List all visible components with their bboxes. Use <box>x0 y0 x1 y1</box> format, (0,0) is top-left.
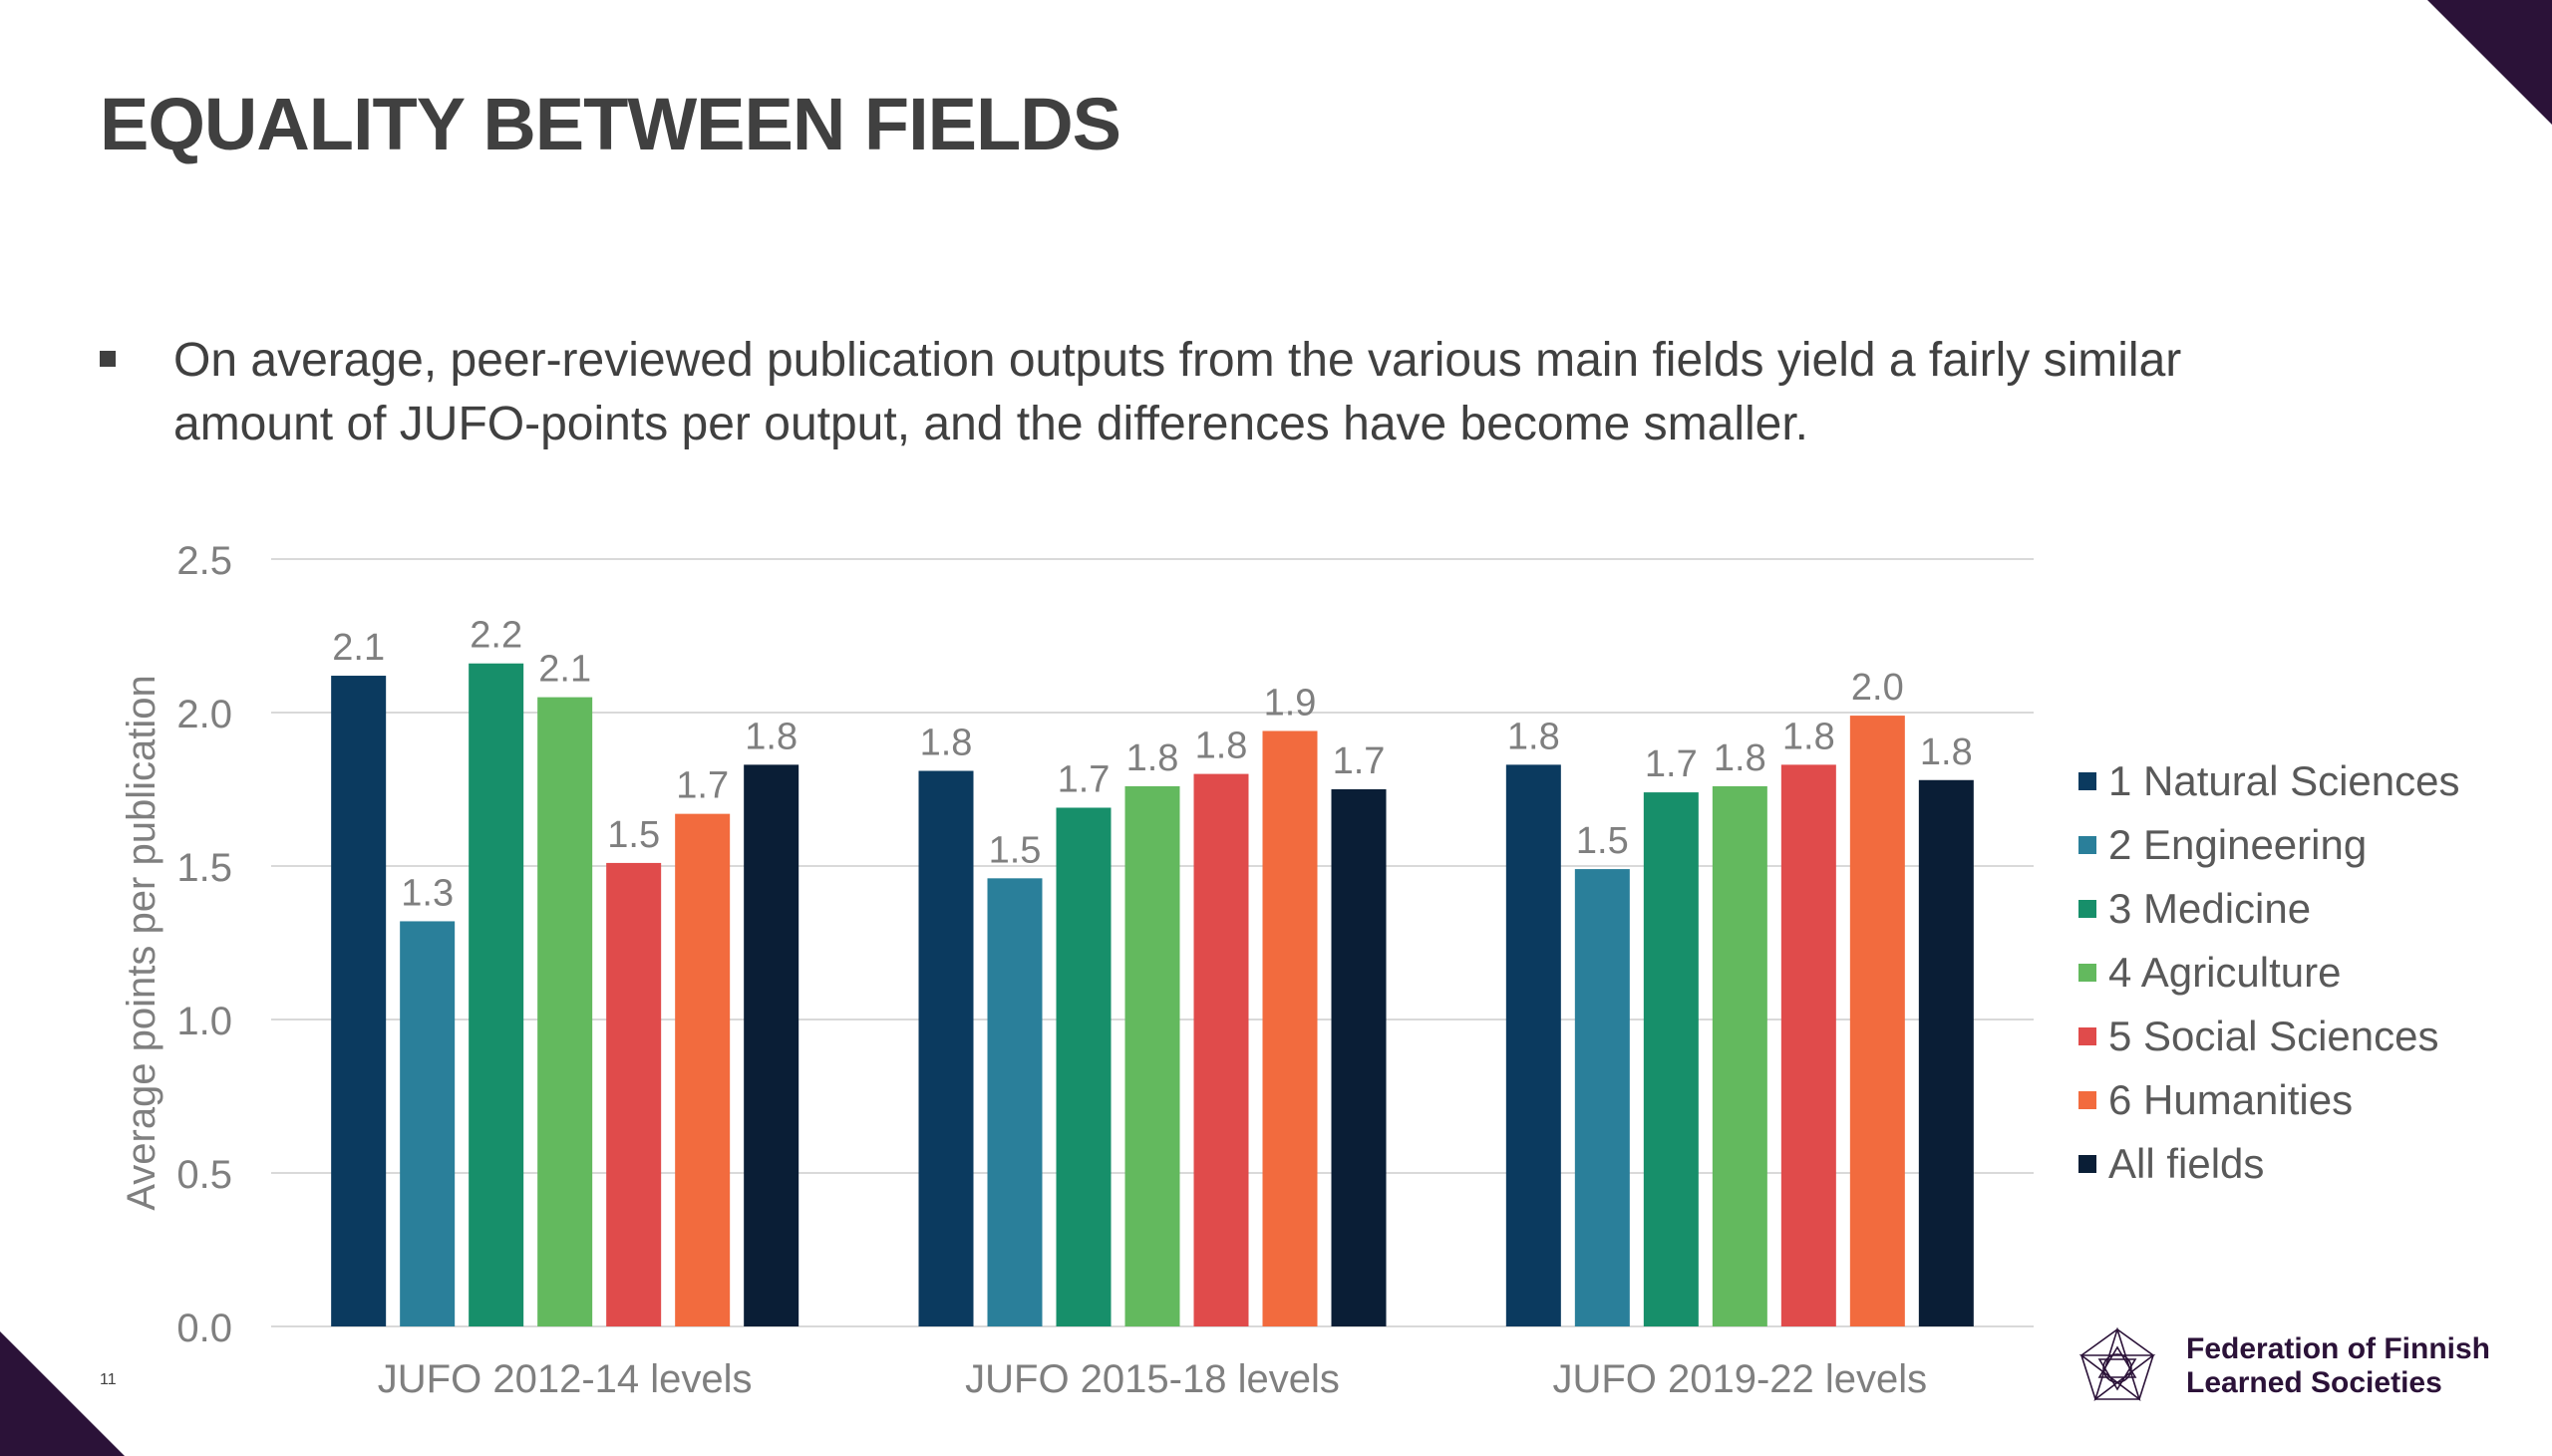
data-label: 1.8 <box>920 723 973 764</box>
y-tick-label: 1.0 <box>176 1000 232 1043</box>
bar <box>606 862 662 1326</box>
slide-number: 11 <box>100 1371 117 1388</box>
logo-line-1: Federation of Finnish <box>2186 1332 2490 1365</box>
legend-swatch <box>2078 900 2096 918</box>
legend-item: 6 Humanities <box>2078 1068 2460 1132</box>
bar <box>744 764 799 1326</box>
data-label: 2.2 <box>470 615 522 657</box>
legend-swatch <box>2078 836 2096 854</box>
data-label: 2.1 <box>332 627 385 669</box>
y-axis-title: Average points per publication <box>120 675 163 1210</box>
bar <box>400 921 456 1326</box>
bar <box>1918 779 1974 1326</box>
legend-item: 2 Engineering <box>2078 813 2460 877</box>
chart-legend: 1 Natural Sciences 2 Engineering 3 Medicin… <box>2078 749 2460 1196</box>
data-label: 2.0 <box>1851 667 1904 709</box>
bar <box>675 813 731 1326</box>
data-label: 1.5 <box>1576 820 1629 862</box>
legend-swatch <box>2078 1155 2096 1173</box>
data-label: 1.7 <box>1058 758 1111 800</box>
bar <box>1193 773 1249 1326</box>
bar <box>537 697 593 1326</box>
star-polygon-logo-icon <box>2078 1327 2156 1402</box>
bar <box>1505 764 1561 1326</box>
bar <box>331 676 387 1326</box>
bar <box>918 770 974 1326</box>
bar <box>1056 807 1112 1326</box>
data-label: 1.8 <box>1507 716 1560 757</box>
legend-item: All fields <box>2078 1132 2460 1196</box>
legend-swatch <box>2078 964 2096 982</box>
data-label: 1.7 <box>676 765 729 807</box>
legend-label: 2 Engineering <box>2108 821 2368 868</box>
x-category-label: JUFO 2015-18 levels <box>965 1357 1340 1401</box>
bar <box>1849 716 1905 1326</box>
legend-swatch <box>2078 1091 2096 1109</box>
legend-label: 5 Social Sciences <box>2108 1013 2439 1059</box>
legend-label: 3 Medicine <box>2108 885 2312 932</box>
legend-item: 3 Medicine <box>2078 877 2460 941</box>
data-label: 1.9 <box>1264 682 1317 724</box>
square-bullet-icon <box>100 351 116 367</box>
y-tick-label: 2.5 <box>176 539 232 583</box>
y-tick-label: 2.0 <box>176 693 232 736</box>
data-label: 1.8 <box>1126 737 1179 779</box>
legend-label: All fields <box>2108 1140 2265 1187</box>
data-label: 1.8 <box>1714 737 1766 779</box>
bar <box>1124 785 1180 1326</box>
legend-swatch <box>2078 772 2096 790</box>
data-label: 1.3 <box>401 872 454 914</box>
data-label: 1.5 <box>989 829 1042 871</box>
bar <box>1712 785 1767 1326</box>
data-label: 1.5 <box>607 814 660 856</box>
bar <box>987 878 1043 1326</box>
legend-label: 1 Natural Sciences <box>2108 757 2460 804</box>
bar <box>1780 764 1836 1326</box>
bar <box>1574 869 1630 1326</box>
legend-label: 6 Humanities <box>2108 1076 2354 1123</box>
logo-line-2: Learned Societies <box>2186 1366 2442 1399</box>
data-label: 1.8 <box>745 716 798 757</box>
legend-item: 1 Natural Sciences <box>2078 749 2460 813</box>
legend-item: 4 Agriculture <box>2078 941 2460 1005</box>
data-label: 2.1 <box>538 649 591 691</box>
data-label: 1.8 <box>1920 731 1973 773</box>
legend-swatch <box>2078 1027 2096 1045</box>
bar <box>469 663 524 1326</box>
data-label: 1.7 <box>1645 743 1698 785</box>
slide-title: EQUALITY BETWEEN FIELDS <box>100 83 1121 165</box>
legend-label: 4 Agriculture <box>2108 949 2342 996</box>
logo-text: Federation of Finnish Learned Societies <box>2186 1332 2490 1400</box>
y-tick-label: 0.5 <box>176 1153 232 1197</box>
x-category-label: JUFO 2012-14 levels <box>378 1357 753 1401</box>
bar <box>1643 792 1699 1326</box>
legend-item: 5 Social Sciences <box>2078 1005 2460 1068</box>
y-tick-label: 0.0 <box>176 1307 232 1350</box>
federation-logo: Federation of Finnish Learned Societies <box>2078 1327 2490 1405</box>
y-tick-label: 1.5 <box>176 846 232 890</box>
data-label: 1.7 <box>1333 740 1386 782</box>
bullet-item: On average, peer-reviewed publication ou… <box>100 329 2243 456</box>
x-category-label: JUFO 2019-22 levels <box>1552 1357 1927 1401</box>
data-label: 1.8 <box>1195 726 1248 767</box>
bar <box>1331 789 1387 1326</box>
bar <box>1262 730 1318 1326</box>
bullet-text: On average, peer-reviewed publication ou… <box>173 334 2182 450</box>
data-label: 1.8 <box>1782 716 1835 757</box>
